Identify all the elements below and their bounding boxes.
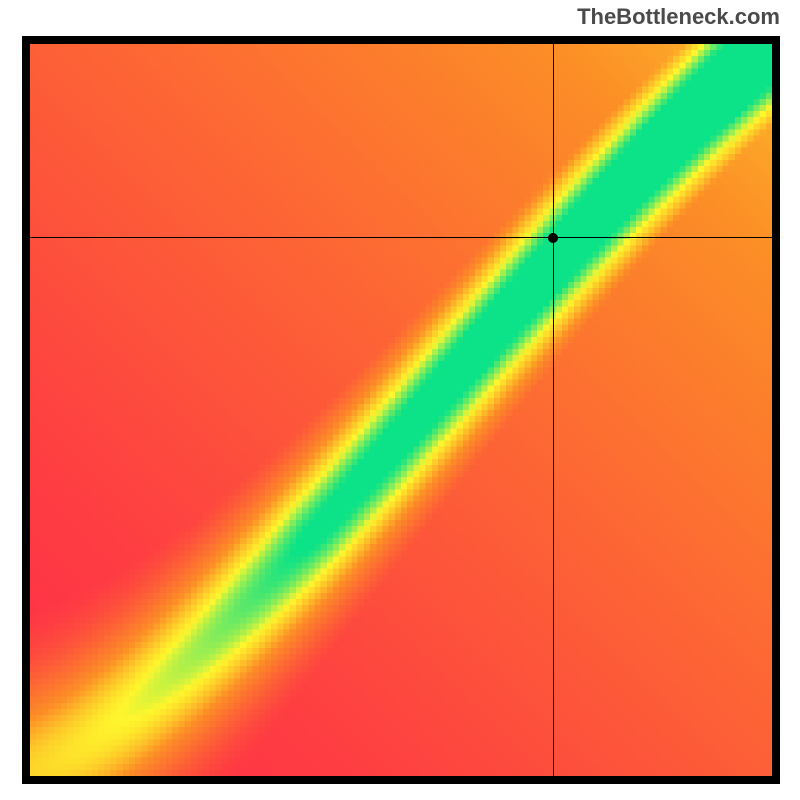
heatmap-canvas <box>30 44 772 776</box>
plot-frame <box>22 36 780 784</box>
chart-container: TheBottleneck.com <box>0 0 800 800</box>
attribution-text: TheBottleneck.com <box>577 4 780 30</box>
crosshair-vertical-line <box>553 44 554 776</box>
crosshair-dot <box>548 233 558 243</box>
crosshair-horizontal-line <box>30 237 772 238</box>
